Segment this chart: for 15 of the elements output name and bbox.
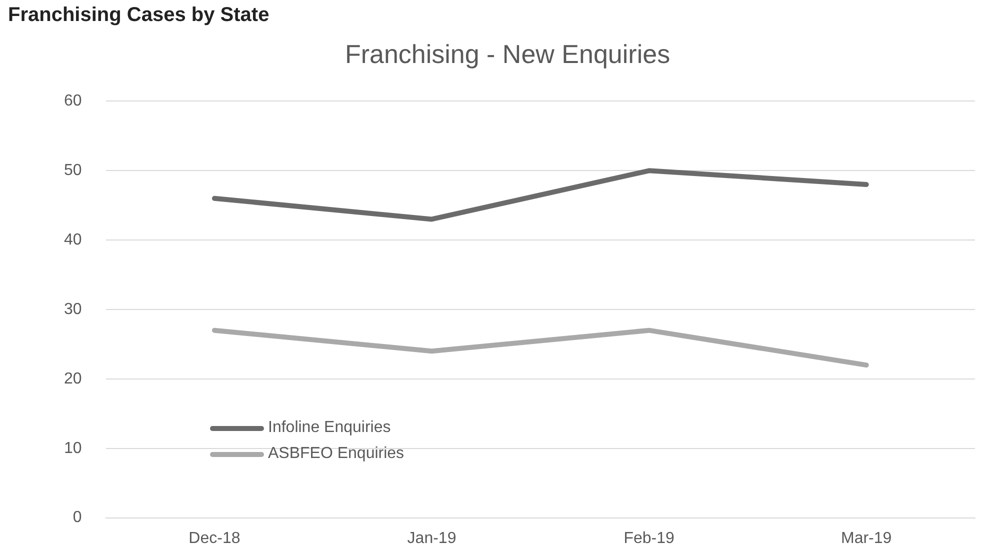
y-tick-label: 60 (64, 92, 82, 110)
y-tick-label: 10 (64, 440, 82, 457)
y-tick-label: 50 (64, 162, 82, 180)
legend-label: ASBFEO Enquiries (268, 445, 404, 463)
y-tick-label: 20 (64, 370, 82, 388)
y-tick-label: 0 (72, 509, 82, 526)
y-tick-label: 30 (64, 300, 82, 318)
x-tick-label: Feb-19 (624, 530, 674, 547)
text: Franchising Cases by State (8, 4, 270, 27)
x-tick-label: Jan-19 (407, 530, 456, 547)
chart-title: Franchising - New Enquiries (344, 38, 670, 69)
y-tick-label: 40 (64, 231, 82, 248)
x-tick-label: Mar-19 (841, 530, 892, 547)
legend-label: Infoline Enquiries (268, 419, 391, 437)
x-tick-label: Dec-18 (188, 530, 240, 547)
